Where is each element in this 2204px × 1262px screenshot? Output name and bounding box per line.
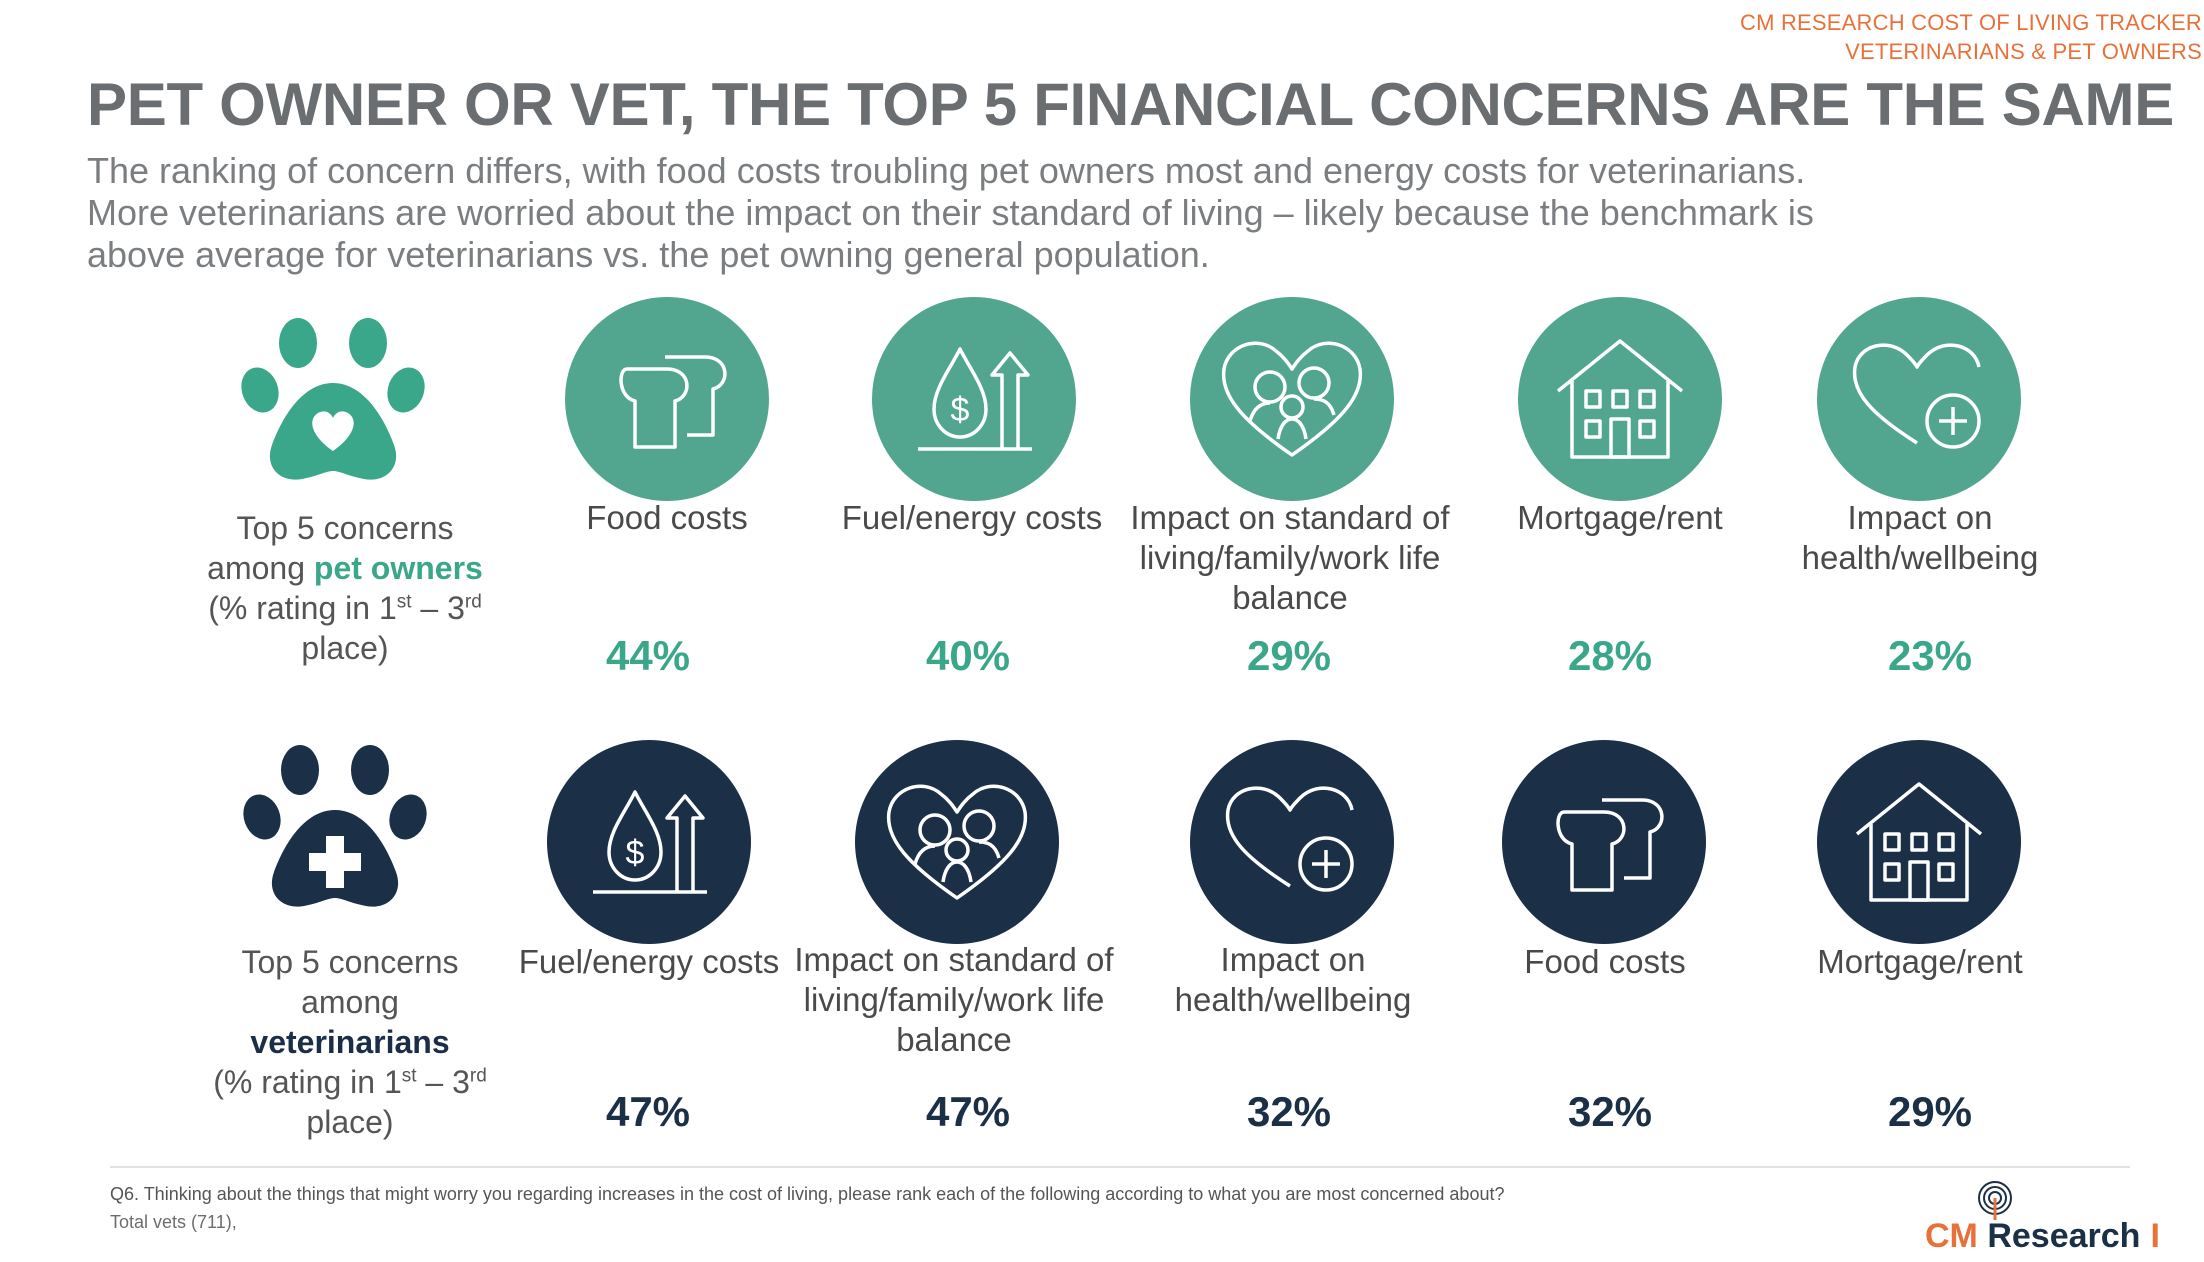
vets-row-label: Top 5 concerns among veterinarians (% ra… (180, 942, 520, 1142)
page-title: PET OWNER OR VET, THE TOP 5 FINANCIAL CO… (87, 71, 2174, 138)
owner-concern-label: Mortgage/rent (1517, 499, 1723, 536)
footer-divider (110, 1166, 2130, 1168)
vet-concern-value: 32% (1246, 1088, 1332, 1135)
owner-concern-label: Fuel/energy costs (841, 499, 1103, 536)
bread-icon (1502, 740, 1706, 944)
vet-concern-value: 32% (1567, 1088, 1653, 1135)
logo-bar: I (2150, 1217, 2160, 1255)
bread-icon (565, 297, 769, 501)
owner-concern-label: Impact on health/wellbeing (1801, 499, 2039, 576)
pet-owners-highlight: pet owners (313, 550, 483, 586)
owner-concern-label: Impact on standard of living/family/work… (1130, 499, 1450, 616)
family-heart-icon (1190, 297, 1394, 501)
footnote-base: Total vets (711), (110, 1212, 237, 1232)
owner-concern-value: 44% (605, 632, 691, 679)
vet-concern-value: 47% (605, 1088, 691, 1135)
tracker-header: CM RESEARCH COST OF LIVING TRACKER VETER… (1740, 8, 2202, 66)
owner-concern-value: 28% (1567, 632, 1653, 679)
owner-concern-label: Food costs (586, 499, 748, 536)
svg-text:$: $ (626, 834, 645, 872)
owner-concern-value: 40% (925, 632, 1011, 679)
veterinarians-highlight: veterinarians (250, 1024, 450, 1060)
fuel-energy-icon: $ (872, 297, 1076, 501)
vet-concern-label: Fuel/energy costs (518, 943, 780, 980)
vet-concern-value: 47% (925, 1088, 1011, 1135)
logo-cm: CM (1925, 1217, 1978, 1255)
logo-research: Research (1987, 1217, 2141, 1255)
footnote-question: Q6. Thinking about the things that might… (110, 1184, 1505, 1204)
heart-plus-icon (1817, 297, 2021, 501)
owner-concern-value: 23% (1887, 632, 1973, 679)
logo-signal-icon (1978, 1181, 2012, 1220)
family-heart-icon (855, 740, 1059, 944)
vet-concern-value: 29% (1887, 1088, 1973, 1135)
footnote: Q6. Thinking about the things that might… (110, 1180, 1504, 1236)
vet-concern-label: Mortgage/rent (1817, 943, 2023, 980)
page-subtitle: The ranking of concern differs, with foo… (87, 150, 1814, 275)
paw-cross-icon (243, 745, 427, 907)
heart-plus-icon (1190, 740, 1394, 944)
cm-research-logo: CM Research I (1925, 1180, 2195, 1260)
fuel-energy-icon: $ (547, 740, 751, 944)
svg-text:$: $ (951, 391, 970, 429)
house-icon (1817, 740, 2021, 944)
vet-concern-label: Impact on standard of living/family/work… (794, 941, 1114, 1058)
vet-concern-label: Impact on health/wellbeing (1174, 941, 1412, 1018)
vet-concern-label: Food costs (1524, 943, 1686, 980)
paw-heart-icon (241, 318, 425, 480)
owner-concern-value: 29% (1246, 632, 1332, 679)
tracker-line-2: VETERINARIANS & PET OWNERS (1845, 39, 2202, 64)
owners-row-label: Top 5 concerns among pet owners (% ratin… (207, 510, 483, 666)
tracker-line-1: CM RESEARCH COST OF LIVING TRACKER (1740, 10, 2202, 35)
house-icon (1518, 297, 1722, 501)
